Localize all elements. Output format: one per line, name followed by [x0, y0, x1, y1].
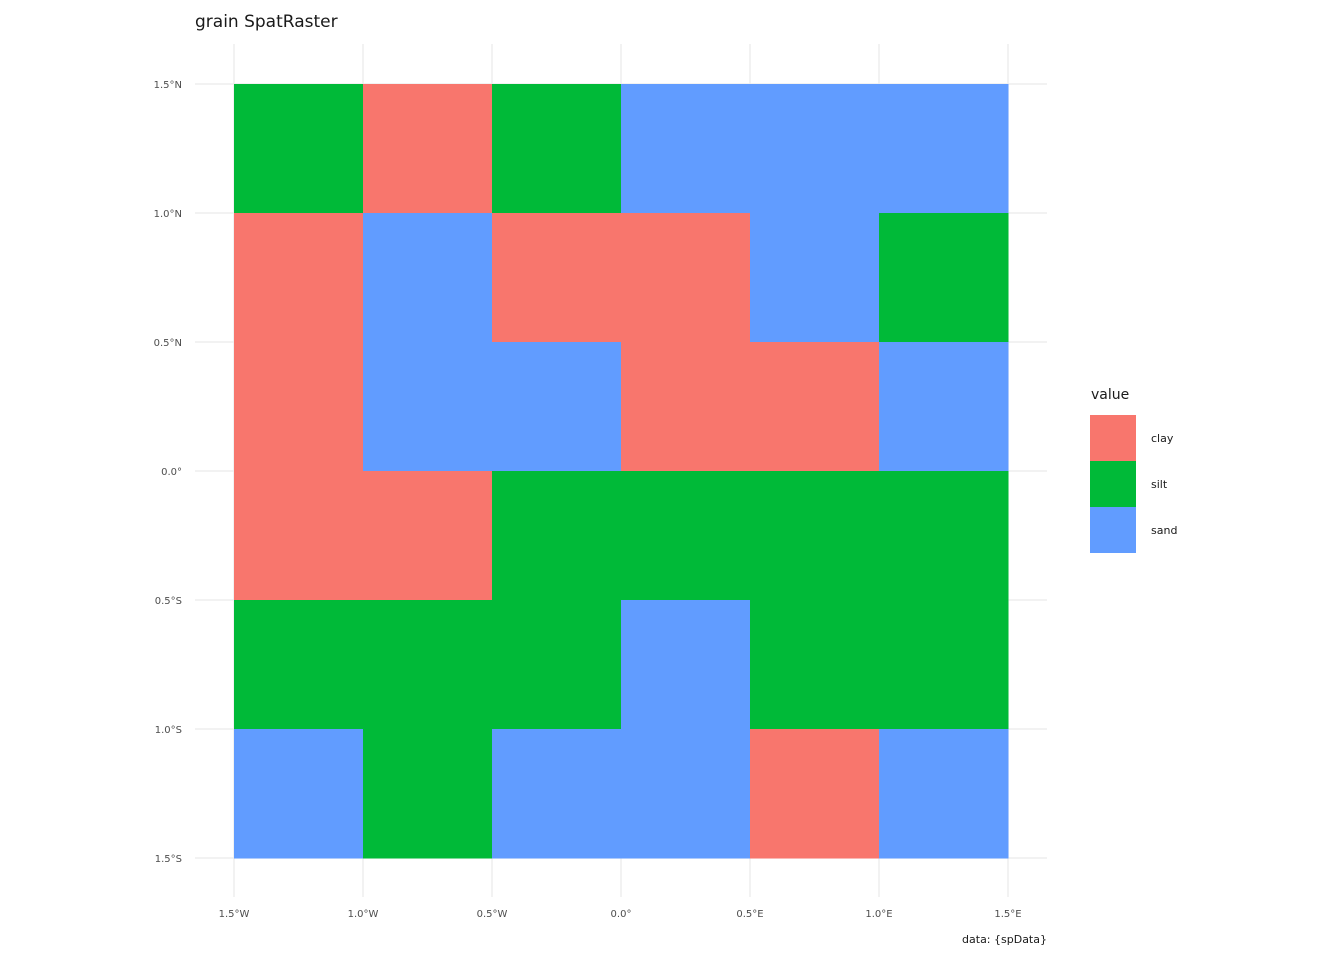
- x-tick-label-6: 1.5°E: [994, 909, 1021, 920]
- raster-cell-r4-c2: [492, 600, 622, 730]
- legend-key-sand: [1090, 507, 1136, 553]
- legend: value clay silt sand: [1090, 387, 1177, 553]
- raster-cell-r1-c4: [750, 213, 880, 343]
- raster-cell-r1-c0: [234, 213, 364, 343]
- raster-cell-r0-c1: [363, 84, 493, 214]
- x-tick-label-4: 0.5°E: [736, 909, 763, 920]
- legend-title: value: [1091, 387, 1129, 403]
- chart-title: grain SpatRaster: [195, 12, 338, 32]
- raster-cell-r1-c3: [621, 213, 751, 343]
- caption: data: {spData}: [962, 933, 1047, 946]
- x-tick-label-3: 0.0°: [611, 909, 632, 920]
- raster-cell-r5-c5: [879, 729, 1009, 859]
- x-tick-label-1: 1.0°W: [348, 909, 379, 920]
- raster-cell-r5-c3: [621, 729, 751, 859]
- raster-cell-r3-c3: [621, 471, 751, 601]
- raster-cell-r5-c4: [750, 729, 880, 859]
- raster-cell-r3-c2: [492, 471, 622, 601]
- raster-cell-r2-c2: [492, 342, 622, 472]
- raster-cell-r0-c0: [234, 84, 364, 214]
- raster-cell-r3-c0: [234, 471, 364, 601]
- raster-cell-r1-c5: [879, 213, 1009, 343]
- raster-cell-r4-c0: [234, 600, 364, 730]
- y-axis: 1.5°N 1.0°N 0.5°N 0.0° 0.5°S 1.0°S 1.5°S: [154, 80, 182, 865]
- raster-cell-r2-c1: [363, 342, 493, 472]
- y-tick-label-3: 0.0°: [161, 467, 182, 478]
- raster-cell-r2-c3: [621, 342, 751, 472]
- raster-cell-r4-c4: [750, 600, 880, 730]
- x-tick-label-2: 0.5°W: [477, 909, 508, 920]
- raster-cell-r4-c5: [879, 600, 1009, 730]
- raster-cell-r0-c3: [621, 84, 751, 214]
- legend-key-clay: [1090, 415, 1136, 461]
- raster-cell-r5-c0: [234, 729, 364, 859]
- raster-cell-r2-c4: [750, 342, 880, 472]
- raster-cell-r5-c1: [363, 729, 493, 859]
- y-tick-label-6: 1.5°S: [155, 854, 182, 865]
- raster-cell-r3-c4: [750, 471, 880, 601]
- y-tick-label-2: 0.5°N: [154, 338, 182, 349]
- y-tick-label-4: 0.5°S: [155, 596, 182, 607]
- raster-cell-r0-c4: [750, 84, 880, 214]
- raster-cell-r0-c5: [879, 84, 1009, 214]
- y-tick-label-1: 1.0°N: [154, 209, 182, 220]
- y-tick-label-0: 1.5°N: [154, 80, 182, 91]
- legend-label-sand: sand: [1151, 524, 1177, 537]
- raster-cell-r4-c1: [363, 600, 493, 730]
- x-tick-label-0: 1.5°W: [219, 909, 250, 920]
- legend-key-silt: [1090, 461, 1136, 507]
- y-tick-label-5: 1.0°S: [155, 725, 182, 736]
- raster-cell-r2-c5: [879, 342, 1009, 472]
- raster-cells: [234, 84, 1009, 859]
- x-axis: 1.5°W 1.0°W 0.5°W 0.0° 0.5°E 1.0°E 1.5°E: [219, 909, 1022, 920]
- legend-label-clay: clay: [1151, 432, 1174, 445]
- raster-cell-r2-c0: [234, 342, 364, 472]
- legend-label-silt: silt: [1151, 478, 1168, 491]
- raster-cell-r0-c2: [492, 84, 622, 214]
- raster-cell-r5-c2: [492, 729, 622, 859]
- raster-cell-r1-c2: [492, 213, 622, 343]
- raster-cell-r1-c1: [363, 213, 493, 343]
- raster-cell-r4-c3: [621, 600, 751, 730]
- raster-cell-r3-c1: [363, 471, 493, 601]
- raster-cell-r3-c5: [879, 471, 1009, 601]
- x-tick-label-5: 1.0°E: [865, 909, 892, 920]
